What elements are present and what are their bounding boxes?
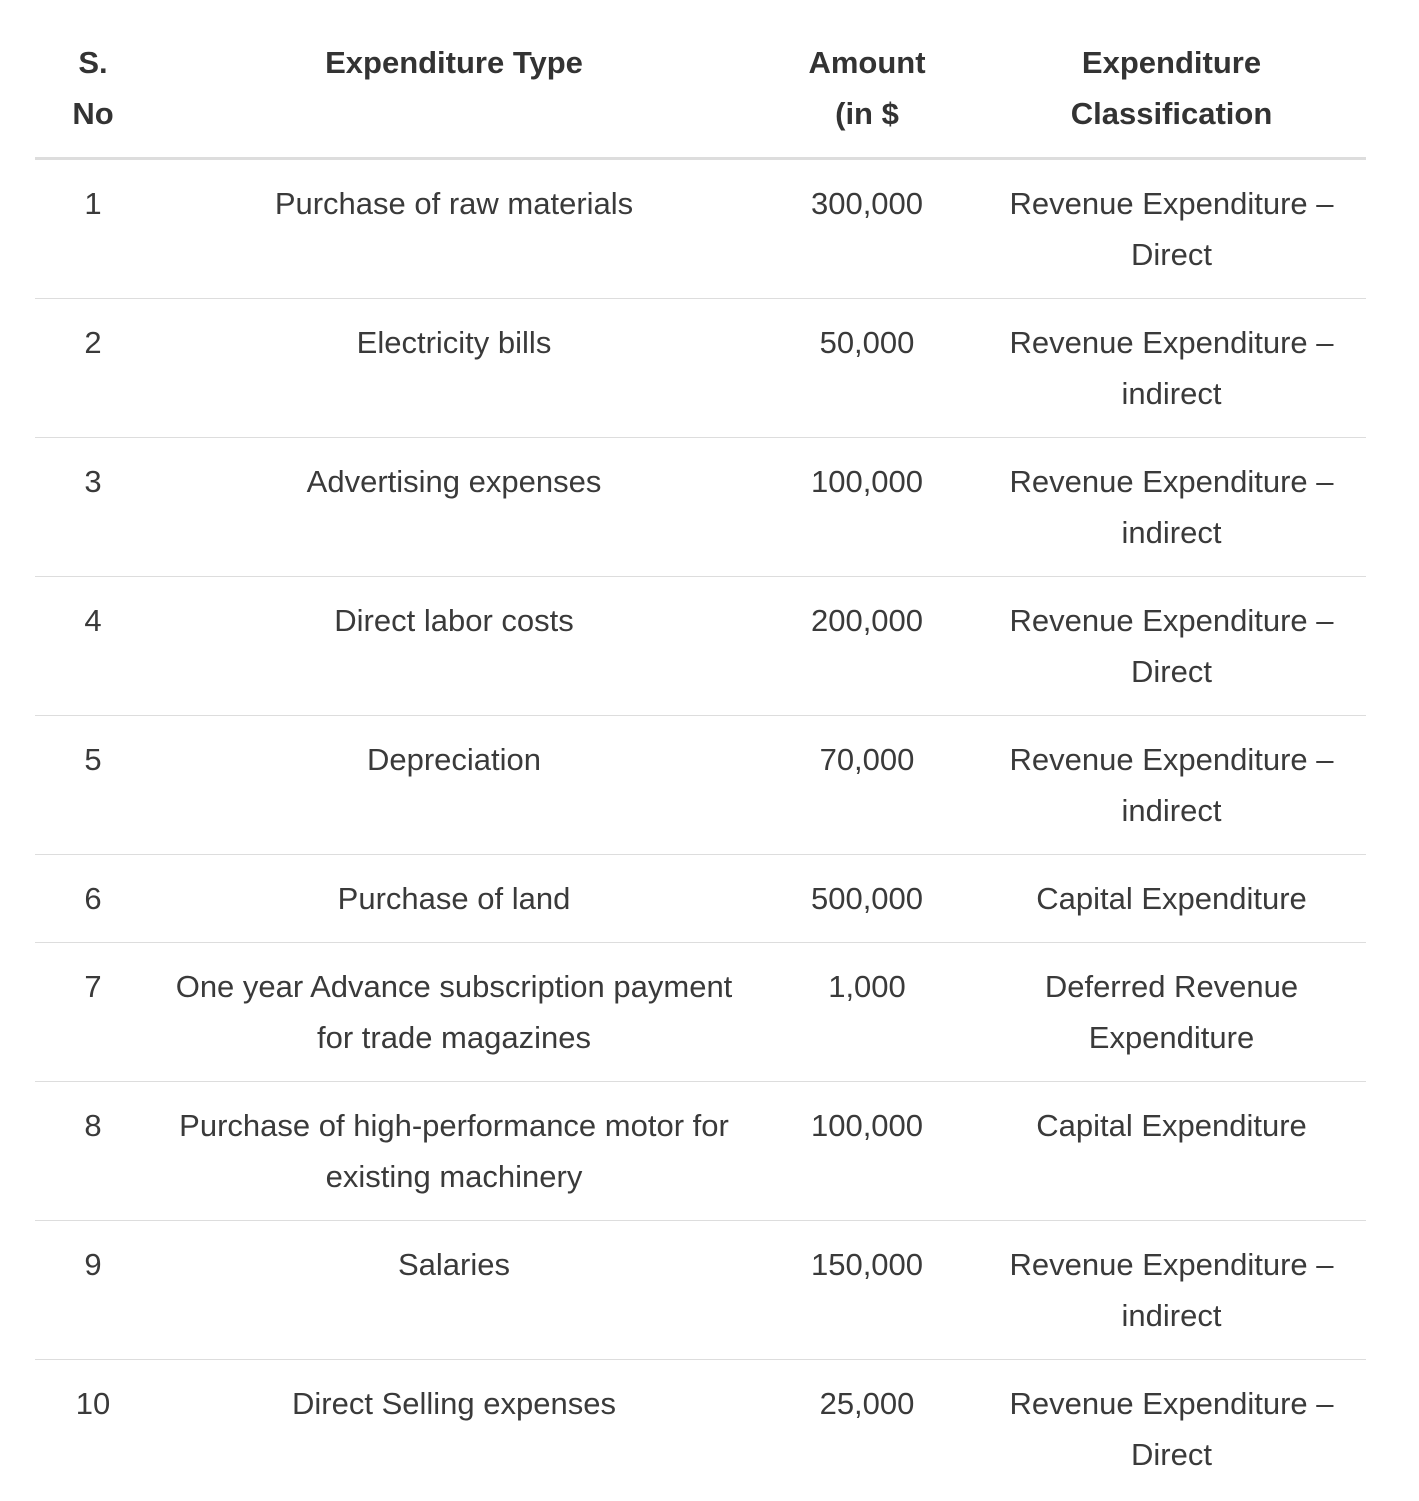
classification: Revenue Expenditure – indirect <box>977 298 1366 438</box>
header-text: Amount (in $ <box>808 45 926 131</box>
table-row: 10 Direct Selling expenses 25,000 Revenue E… <box>35 1360 1366 1499</box>
table-body: 1 Purchase of raw materials 300,000 Revenue… <box>35 158 1366 1499</box>
expenditure-type: Direct Selling expenses <box>292 1386 616 1421</box>
header-text: Expenditure Classification <box>1070 45 1273 131</box>
classification: Revenue Expenditure – indirect <box>977 1220 1366 1360</box>
expenditure-type: Purchase of high-performance motor for e… <box>151 1081 757 1221</box>
serial-number: 10 <box>75 1386 111 1421</box>
classification: Revenue Expenditure – Direct <box>977 576 1366 716</box>
serial-number: 5 <box>35 715 151 855</box>
classification: Revenue Expenditure – indirect <box>977 715 1366 855</box>
table-row: 3 Advertising expenses 100,000 Revenue Expe… <box>35 437 1366 577</box>
table-row: 4 Direct labor costs 200,000 Revenue Expend… <box>35 576 1366 716</box>
table-row: 2 Electricity bills 50,000 Revenue Expendit… <box>35 298 1366 438</box>
classification: Capital Expenditure <box>977 1081 1366 1221</box>
classification: Revenue Expenditure – indirect <box>977 437 1366 577</box>
serial-number: 6 <box>35 854 151 943</box>
amount: 25,000 <box>819 1386 915 1421</box>
table-header: S. No Expenditure Type Amount (in $ Expendi… <box>35 19 1366 160</box>
classification: Deferred Revenue Expenditure <box>977 942 1366 1082</box>
amount: 150,000 <box>757 1220 977 1360</box>
classification: Revenue Expenditure – Direct <box>977 158 1366 299</box>
amount: 200,000 <box>757 576 977 716</box>
header-text: Expenditure Type <box>325 45 583 80</box>
amount: 1,000 <box>757 942 977 1082</box>
expenditure-type: Direct labor costs <box>151 576 757 716</box>
serial-number: 4 <box>35 576 151 716</box>
table-row: 1 Purchase of raw materials 300,000 Revenue… <box>35 158 1366 299</box>
header-cell: Expenditure Classification <box>977 19 1366 160</box>
expenditure-type: Purchase of raw materials <box>151 158 757 299</box>
classification: Revenue Expenditure – Direct <box>1009 1386 1334 1472</box>
expenditure-type: Electricity bills <box>151 298 757 438</box>
header-text: S. No <box>72 45 114 131</box>
expenditure-type: One year Advance subscription payment fo… <box>151 942 757 1082</box>
serial-number: 1 <box>35 158 151 299</box>
table-row: 7 One year Advance subscription payment f… <box>35 942 1366 1082</box>
header-cell: S. No <box>35 19 151 160</box>
header-cell: Expenditure Type <box>151 19 757 160</box>
expenditure-type: Salaries <box>151 1220 757 1360</box>
amount: 300,000 <box>757 158 977 299</box>
serial-number: 8 <box>35 1081 151 1221</box>
serial-number: 7 <box>35 942 151 1082</box>
amount: 50,000 <box>757 298 977 438</box>
header-cell: Amount (in $ <box>757 19 977 160</box>
expenditure-type: Depreciation <box>151 715 757 855</box>
table-row: 5 Depreciation 70,000 Revenue Expenditure –… <box>35 715 1366 855</box>
expenditure-table: S. No Expenditure Type Amount (in $ Expendi… <box>35 19 1366 1498</box>
amount: 100,000 <box>757 437 977 577</box>
expenditure-type: Advertising expenses <box>151 437 757 577</box>
serial-number: 3 <box>35 437 151 577</box>
header-row: S. No Expenditure Type Amount (in $ Expendi… <box>35 19 1366 160</box>
table-row: 9 Salaries 150,000 Revenue Expenditure – in… <box>35 1220 1366 1360</box>
amount: 500,000 <box>757 854 977 943</box>
amount: 70,000 <box>757 715 977 855</box>
expenditure-type: Purchase of land <box>151 854 757 943</box>
table-row: 6 Purchase of land 500,000 Capital Expendit… <box>35 854 1366 943</box>
serial-number: 9 <box>35 1220 151 1360</box>
amount: 100,000 <box>757 1081 977 1221</box>
classification: Capital Expenditure <box>977 854 1366 943</box>
serial-number: 2 <box>35 298 151 438</box>
table-row: 8 Purchase of high-performance motor for … <box>35 1081 1366 1221</box>
